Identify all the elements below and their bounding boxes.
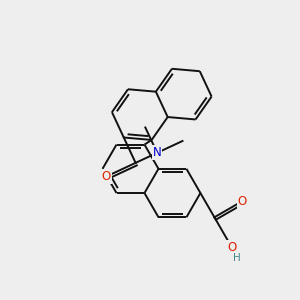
- Text: O: O: [238, 195, 247, 208]
- Text: H: H: [232, 254, 240, 263]
- Text: O: O: [227, 241, 236, 254]
- Text: O: O: [102, 170, 111, 183]
- Text: N: N: [153, 146, 161, 159]
